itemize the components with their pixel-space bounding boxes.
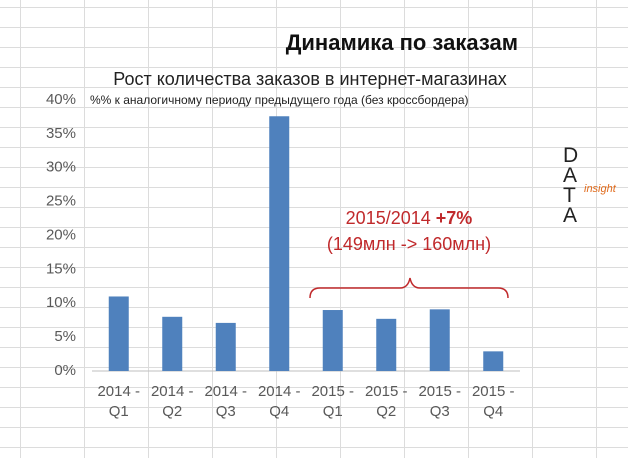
y-tick-label: 0% — [54, 362, 76, 379]
y-tick-label: 20% — [46, 226, 76, 243]
y-tick-label: 15% — [46, 260, 76, 277]
y-tick-label: 5% — [54, 328, 76, 345]
bar — [108, 296, 129, 371]
x-tick-label: 2014 - Q3 — [204, 383, 248, 420]
y-tick-label: 35% — [46, 125, 76, 142]
chart-note: %% к аналогичному периоду предыдущего го… — [90, 93, 469, 107]
y-tick-label: 30% — [46, 159, 76, 176]
y-tick-label: 10% — [46, 294, 76, 311]
bar — [376, 318, 397, 371]
annotation-highlight: +7% — [436, 208, 473, 228]
logo: DATA — [563, 144, 587, 227]
chart-title: Динамика по заказам — [286, 30, 518, 55]
annotation-detail: (149млн -> 160млн) — [327, 234, 491, 254]
x-tick-label: 2014 - Q1 — [97, 383, 141, 420]
bracket — [309, 277, 509, 299]
bar — [162, 316, 183, 371]
y-tick-label: 25% — [46, 193, 76, 210]
logo-sub: insight — [584, 183, 616, 195]
bar — [322, 310, 343, 371]
annotation-text: 2015/2014 — [346, 208, 431, 228]
bar — [429, 309, 450, 371]
x-tick-label: 2014 - Q2 — [150, 383, 194, 420]
x-tick-label: 2015 - Q4 — [471, 383, 515, 420]
x-tick-label: 2015 - Q1 — [311, 383, 355, 420]
annotation: 2015/2014 +7% — [346, 208, 473, 228]
x-tick-label: 2014 - Q4 — [257, 383, 301, 420]
bar — [483, 351, 504, 371]
x-tick-label: 2015 - Q3 — [418, 383, 462, 420]
bar — [215, 322, 236, 371]
x-tick-label: 2015 - Q2 — [364, 383, 408, 420]
y-tick-label: 40% — [46, 91, 76, 108]
chart-subtitle: Рост количества заказов в интернет-магаз… — [113, 69, 507, 89]
bar — [269, 116, 290, 371]
